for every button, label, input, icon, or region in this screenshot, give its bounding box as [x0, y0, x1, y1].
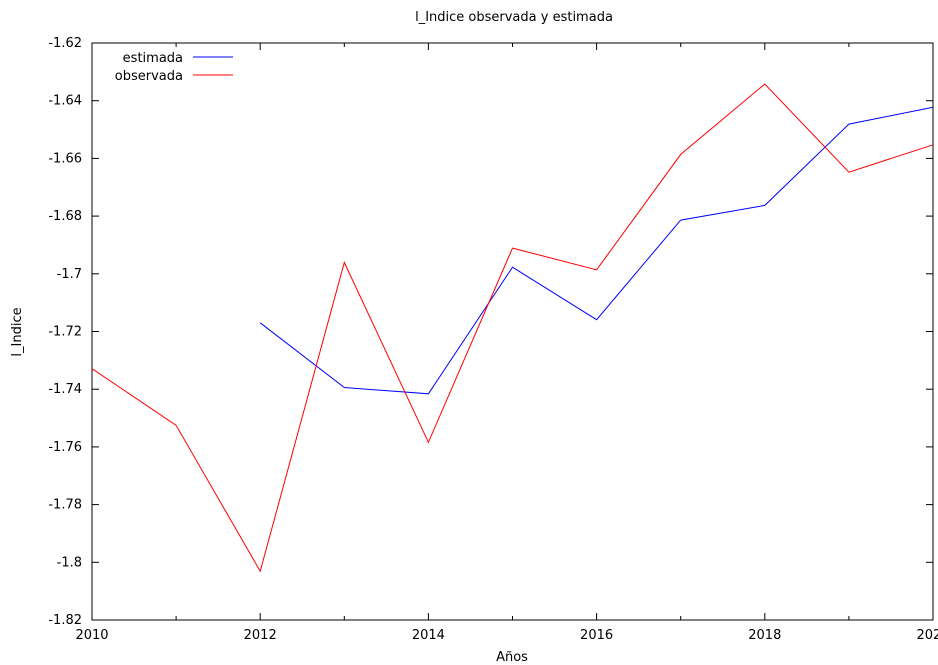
y-tick-label: -1.64 — [48, 94, 82, 109]
y-axis-title: l_Indice — [10, 307, 25, 356]
series-layer — [91, 83, 934, 573]
x-axis: 2010 2012 2014 2016 2018 2020 — [75, 43, 938, 643]
legend: estimada observada — [115, 51, 233, 84]
chart-title: l_Indice observada y estimada — [415, 10, 613, 25]
y-tick-label: -1.82 — [48, 613, 82, 628]
y-tick-label: -1.8 — [57, 555, 82, 570]
x-tick-label: 2012 — [244, 628, 277, 643]
x-tick-label: 2018 — [748, 628, 781, 643]
y-axis: -1.62 -1.64 -1.66 -1.68 -1.7 -1.72 -1.74 -1.76 -… — [48, 36, 933, 628]
y-tick-label: -1.72 — [48, 325, 82, 340]
y-tick-label: -1.7 — [57, 267, 82, 282]
y-tick-label: -1.74 — [48, 382, 82, 397]
y-tick-label: -1.62 — [48, 36, 82, 51]
series-line-observada — [91, 83, 934, 573]
x-tick-label: 2020 — [916, 628, 938, 643]
y-tick-label: -1.66 — [48, 151, 82, 166]
x-tick-label: 2014 — [412, 628, 445, 643]
series-line-estimada — [259, 106, 934, 395]
legend-label-estimada: estimada — [123, 51, 183, 66]
y-tick-label: -1.78 — [48, 498, 82, 513]
x-axis-title: Años — [496, 650, 528, 665]
plot-frame — [91, 42, 934, 621]
x-tick-label: 2016 — [580, 628, 613, 643]
x-tick-label: 2010 — [75, 628, 108, 643]
legend-label-observada: observada — [115, 69, 183, 84]
y-tick-label: -1.68 — [48, 209, 82, 224]
y-tick-label: -1.76 — [48, 440, 82, 455]
